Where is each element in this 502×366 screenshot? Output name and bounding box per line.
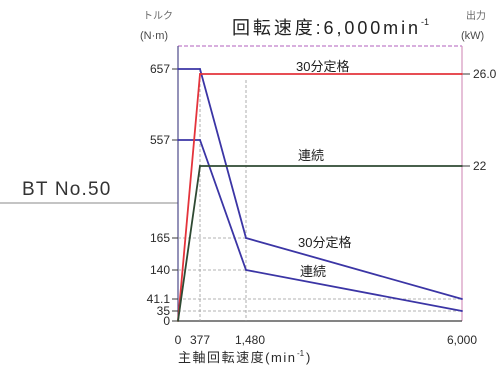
torque-continuous-point <box>245 269 247 271</box>
x-axis-title: 主軸回転速度(min <box>178 350 295 365</box>
power-continuous-point <box>199 165 201 167</box>
x-tick-label: 6,000 <box>447 333 477 347</box>
power-continuous-label: 連続 <box>298 148 324 163</box>
y-left-tick-label: 165 <box>150 231 170 245</box>
torque-continuous-point <box>461 310 463 312</box>
x-tick-label: 1,480 <box>235 333 265 347</box>
y-right-tick-label: 26.0 <box>473 67 497 81</box>
power-continuous-point <box>177 320 179 322</box>
spindle-label: BT No.50 <box>22 179 112 200</box>
power-30min-rated-label: 30分定格 <box>296 59 349 74</box>
torque-30min-rated-point <box>461 298 463 300</box>
torque-continuous-point <box>177 139 179 141</box>
plot-frame <box>177 45 463 322</box>
torque-continuous-line <box>178 139 463 312</box>
y-right-axis-unit: (kW) <box>461 30 484 42</box>
y-left-tick-label: 140 <box>150 263 170 277</box>
torque-30min-rated-label: 30分定格 <box>298 235 351 250</box>
x-axis-title-close: ) <box>306 350 310 365</box>
y-right-tick-label: 22 <box>473 159 487 173</box>
torque-30min-rated-point <box>199 68 201 70</box>
series-lines <box>177 68 463 322</box>
chart-title-superscript: -1 <box>421 17 429 27</box>
torque-continuous-point <box>199 139 201 141</box>
power-30min-rated-point <box>461 73 463 75</box>
y-left-tick-label: 0 <box>163 314 170 328</box>
y-left-tick-label: 557 <box>150 133 170 147</box>
y-left-tick-label: 35 <box>157 304 171 318</box>
x-tick-label: 0 <box>175 333 182 347</box>
torque-30min-rated-line <box>178 68 463 300</box>
y-left-tick-label: 657 <box>150 62 170 76</box>
torque-30min-rated-point <box>177 68 179 70</box>
power-continuous-point <box>461 165 463 167</box>
y-left-axis-title: トルク <box>143 10 173 22</box>
torque-30min-rated-point <box>245 237 247 239</box>
x-tick-label: 377 <box>190 333 210 347</box>
x-axis-title-superscript: -1 <box>297 349 305 358</box>
y-left-tick-label: 41.1 <box>147 292 171 306</box>
y-right-axis-title: 出力 <box>466 9 486 22</box>
torque-continuous-label: 連続 <box>300 264 326 279</box>
y-left-axis-unit: (N·m) <box>140 30 168 42</box>
power-30min-rated-point <box>199 73 201 75</box>
chart-title: 回転速度:6,000min <box>232 18 418 38</box>
gridlines <box>178 69 462 321</box>
